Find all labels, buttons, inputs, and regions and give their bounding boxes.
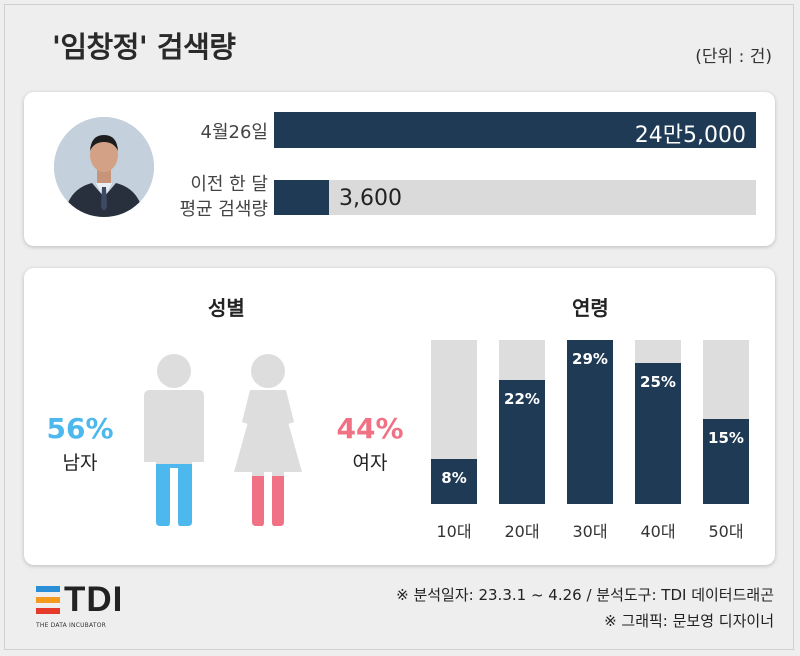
bar-fill-date bbox=[274, 112, 756, 148]
search-volume-card: 4월26일 24만5,000 이전 한 달 평균 검색량 3,600 bbox=[24, 92, 775, 246]
male-label: 남자 bbox=[62, 452, 98, 474]
age-category-label: 10대 bbox=[436, 522, 472, 541]
age-bar-track: 29% bbox=[567, 340, 613, 504]
demographics-card: 성별 56% 남자 44% 여자 연령 8% 10대 22% 20대 29% 30대 25%… bbox=[24, 268, 775, 565]
age-bar-track: 15% bbox=[703, 340, 749, 504]
row-label-line: 이전 한 달 bbox=[190, 174, 268, 195]
age-title: 연령 bbox=[572, 296, 609, 320]
logo-stripes-icon bbox=[36, 586, 60, 614]
age-bar-value-label: 29% bbox=[572, 350, 608, 368]
row-label-line: 4월26일 bbox=[200, 122, 268, 143]
page-title: '임창정' 검색량 bbox=[52, 30, 236, 64]
bar-fill-average bbox=[274, 180, 329, 215]
logo-subtext: THE DATA INCUBATOR bbox=[36, 622, 106, 629]
gender-title: 성별 bbox=[208, 296, 245, 320]
age-category-label: 30대 bbox=[572, 522, 608, 541]
age-bar-track: 8% bbox=[431, 340, 477, 504]
logo-text: TDI bbox=[64, 580, 124, 619]
age-category-label: 40대 bbox=[640, 522, 676, 541]
infographic-frame bbox=[4, 4, 794, 650]
person-photo bbox=[54, 117, 154, 217]
female-percent: 44% bbox=[336, 412, 404, 445]
male-percent: 56% bbox=[46, 412, 114, 445]
age-bar bbox=[499, 379, 545, 504]
tdi-logo: TDI THE DATA INCUBATOR bbox=[36, 580, 122, 629]
age-category-label: 20대 bbox=[504, 522, 540, 541]
age-bar bbox=[567, 340, 613, 504]
row-label-date: 4월26일 bbox=[170, 118, 268, 144]
age-bar-value-label: 8% bbox=[441, 468, 467, 487]
row-label-average: 이전 한 달 평균 검색량 bbox=[144, 172, 268, 222]
age-category-label: 50대 bbox=[708, 522, 744, 541]
source-line-1: ※ 분석일자: 23.3.1 ~ 4.26 / 분석도구: TDI 데이터드래곤 bbox=[396, 586, 774, 604]
age-bar bbox=[431, 458, 477, 504]
female-icon bbox=[234, 354, 302, 526]
age-bar-track: 22% bbox=[499, 340, 545, 504]
age-bar-value-label: 15% bbox=[708, 429, 744, 448]
bar-value-average: 3,600 bbox=[339, 186, 402, 211]
age-bar-value-label: 25% bbox=[640, 372, 676, 391]
bar-track-date: 24만5,000 bbox=[274, 112, 756, 148]
age-bar-value-label: 22% bbox=[504, 389, 540, 408]
row-label-line: 평균 검색량 bbox=[179, 199, 268, 220]
source-line-2: ※ 그래픽: 문보영 디자이너 bbox=[604, 612, 774, 630]
unit-label: (단위 : 건) bbox=[695, 47, 772, 67]
bar-value-date: 24만5,000 bbox=[634, 123, 746, 148]
age-bar bbox=[703, 419, 749, 504]
age-bar bbox=[635, 362, 681, 504]
age-bar-track: 25% bbox=[635, 340, 681, 504]
female-label: 여자 bbox=[352, 452, 388, 474]
male-icon bbox=[144, 354, 204, 526]
bar-track-average: 3,600 bbox=[274, 180, 756, 215]
